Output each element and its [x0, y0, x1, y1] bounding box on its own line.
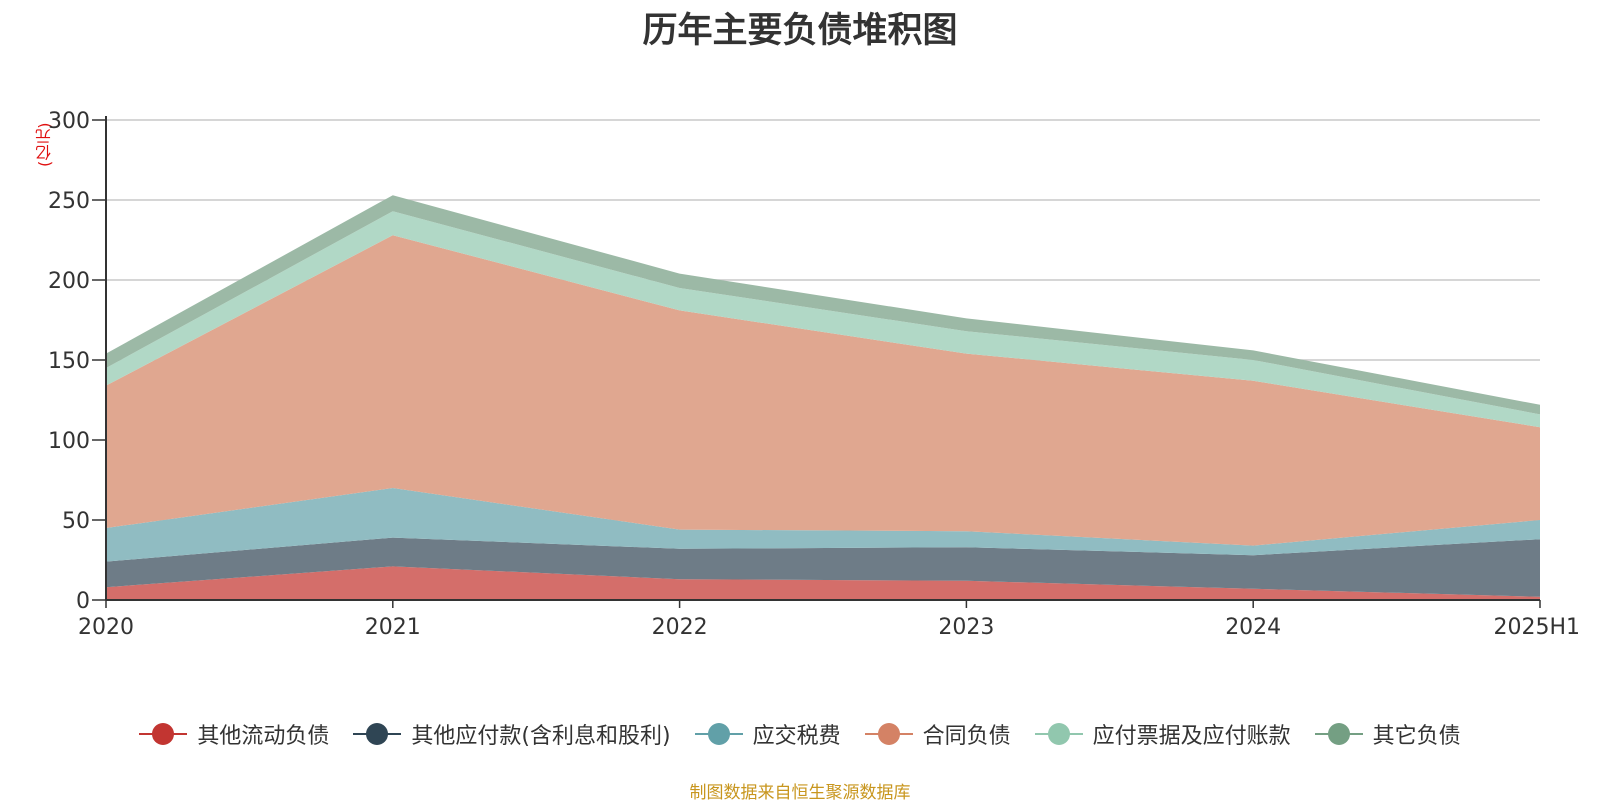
x-tick-label-2025H1: 2025H1 [1493, 615, 1580, 640]
area-series-3 [106, 235, 1540, 546]
y-tick-label-50: 50 [62, 509, 90, 534]
legend: 其他流动负债 其他应付款(含利息和股利) 应交税费 合同负债 应付票据及应付账款 其它负债 [0, 718, 1600, 750]
axes [92, 116, 1541, 608]
x-tick-label-2024: 2024 [1225, 615, 1281, 640]
legend-item-0[interactable]: 其他流动负债 [139, 718, 329, 750]
y-tick-label-250: 250 [48, 189, 90, 214]
legend-item-5[interactable]: 其它负债 [1314, 718, 1461, 750]
source-note: 制图数据来自恒生聚源数据库 [689, 783, 911, 803]
x-tick-label-2022: 2022 [652, 615, 708, 640]
legend-swatch-icon [353, 722, 402, 746]
legend-label: 合同负债 [922, 724, 1011, 749]
legend-swatch-icon [1314, 722, 1363, 746]
area-series-5 [106, 195, 1540, 415]
legend-swatch-icon [864, 722, 913, 746]
legend-item-2[interactable]: 应交税费 [694, 718, 841, 750]
area-series [106, 195, 1540, 600]
y-tick-label-100: 100 [48, 429, 90, 454]
y-tick-label-150: 150 [48, 349, 90, 374]
legend-item-1[interactable]: 其他应付款(含利息和股利) [353, 718, 671, 750]
legend-label: 其他应付款(含利息和股利) [411, 724, 671, 749]
legend-swatch-icon [694, 722, 743, 746]
legend-label: 其它负债 [1372, 724, 1461, 749]
area-series-0 [106, 566, 1540, 600]
legend-swatch-icon [1034, 722, 1083, 746]
area-series-4 [106, 211, 1540, 428]
legend-label: 其他流动负债 [197, 724, 330, 749]
legend-item-4[interactable]: 应付票据及应付账款 [1034, 718, 1291, 750]
x-tick-label-2023: 2023 [938, 615, 994, 640]
y-tick-label-300: 300 [48, 109, 90, 134]
y-tick-labels: 0 50 100 150 200 250 300 [48, 109, 90, 614]
area-series-1 [106, 537, 1540, 597]
legend-swatch-icon [139, 722, 188, 746]
chart-title: 历年主要负债堆积图 [642, 11, 958, 51]
y-tick-label-0: 0 [76, 589, 90, 614]
x-tick-label-2020: 2020 [78, 615, 134, 640]
legend-label: 应交税费 [752, 724, 841, 749]
legend-label: 应付票据及应付账款 [1092, 724, 1291, 749]
x-tick-labels: 2020 2021 2022 2023 2024 2025H1 [78, 615, 1580, 640]
y-tick-label-200: 200 [48, 269, 90, 294]
x-tick-label-2021: 2021 [365, 615, 421, 640]
legend-item-3[interactable]: 合同负债 [864, 718, 1011, 750]
area-series-2 [106, 488, 1540, 562]
